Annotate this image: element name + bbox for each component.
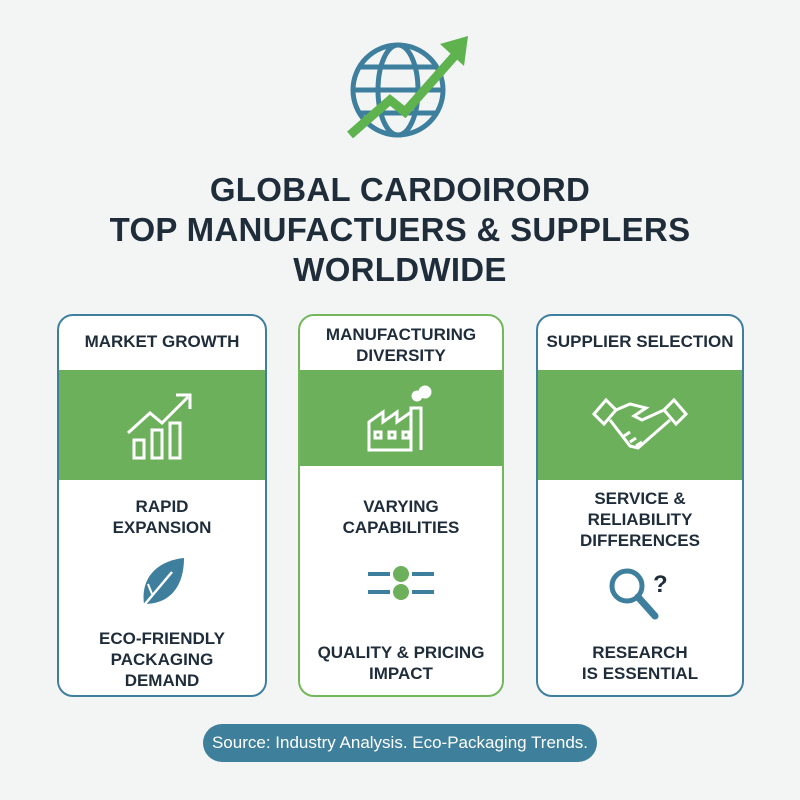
card-band xyxy=(538,370,742,480)
card-text: ECO-FRIENDLY xyxy=(99,629,225,648)
card-heading-line: DIVERSITY xyxy=(356,346,446,365)
card-text: SERVICE & xyxy=(594,489,686,508)
card-heading: MANUFACTURING DIVERSITY xyxy=(300,324,502,366)
page-title: GLOBAL CARDOIRORD TOP MANUFACTUERS & SUP… xyxy=(0,170,800,290)
card-text: QUALITY & PRICING xyxy=(317,643,485,662)
card-manufacturing-diversity: MANUFACTURING DIVERSITY VARYING CAPABILI… xyxy=(298,314,504,697)
leaf-icon xyxy=(139,558,184,611)
card-text: DIFFERENCES xyxy=(580,531,700,550)
card-text: CAPABILITIES xyxy=(342,518,460,537)
sliders-icon xyxy=(368,566,434,600)
card-heading-line: MANUFACTURING xyxy=(325,325,477,344)
card-heading: MARKET GROWTH xyxy=(84,332,240,351)
source-badge: Source: Industry Analysis. Eco-Packaging… xyxy=(203,724,597,762)
card-text: VARYING xyxy=(363,497,439,516)
title-line-1: GLOBAL CARDOIRORD xyxy=(209,171,591,208)
card-text: IS ESSENTIAL xyxy=(581,664,699,683)
handshake-icon xyxy=(591,397,689,450)
factory-icon xyxy=(367,385,432,452)
card-text: IMPACT xyxy=(369,664,433,683)
card-heading: SUPPLIER SELECTION xyxy=(546,332,734,351)
card-text: RELIABILITY xyxy=(587,510,693,529)
card-supplier-selection: SUPPLIER SELECTION SERVICE & RELIABILITY… xyxy=(536,314,744,697)
card-text: RAPID xyxy=(135,497,189,516)
globe-with-growth-arrow-icon xyxy=(347,36,468,139)
card-band xyxy=(59,370,265,480)
card-text: EXPANSION xyxy=(112,518,212,537)
card-text: PACKAGING xyxy=(110,650,214,669)
svg-text:?: ? xyxy=(653,571,668,598)
magnifier-question-icon: ? xyxy=(609,568,668,620)
card-text: RESEARCH xyxy=(592,643,688,662)
bar-chart-growth-icon xyxy=(126,393,192,460)
title-line-2: TOP MANUFACTUERS & SUPPLERS xyxy=(109,211,691,248)
card-band xyxy=(300,370,502,466)
card-text: DEMAND xyxy=(124,671,200,690)
card-market-growth: MARKET GROWTH RAPID EXPANSION ECO-FRIEND… xyxy=(57,314,267,697)
title-line-3: WORLDWIDE xyxy=(293,251,507,288)
